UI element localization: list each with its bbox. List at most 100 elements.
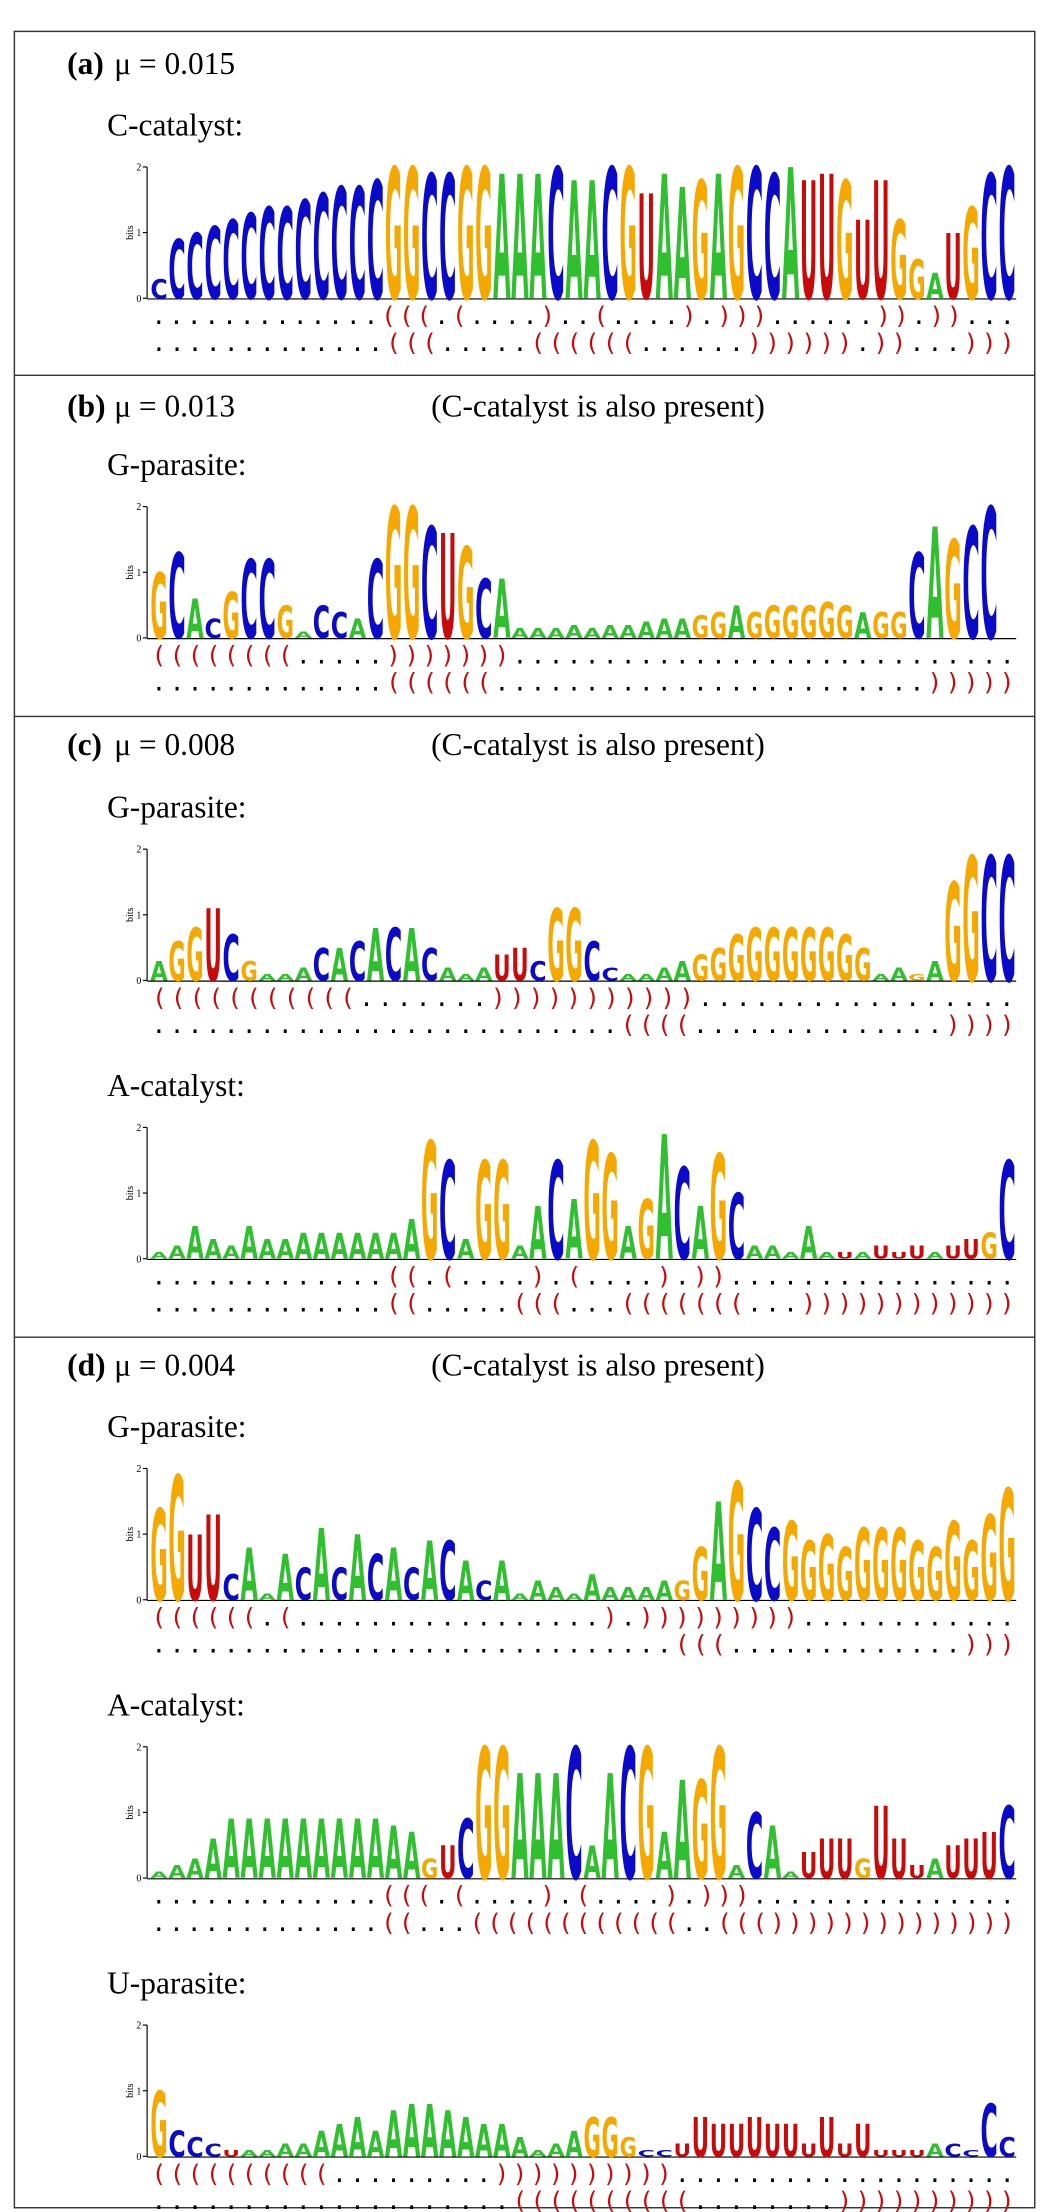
logo-letter: U [692, 2107, 709, 2170]
structure-char: . [964, 641, 979, 670]
structure-char: . [350, 668, 365, 697]
structure-char: ( [399, 1908, 414, 1937]
structure-char: . [675, 328, 690, 357]
logo-letter: G [782, 1500, 799, 1625]
structure-char: ( [657, 1010, 672, 1039]
y-tick-label: 0 [136, 1595, 141, 1606]
logo-letter: G [493, 1712, 510, 1921]
structure-char: . [874, 641, 889, 670]
y-tick-label: 2 [136, 1123, 141, 1134]
logo-letter: C [349, 931, 366, 994]
structure-char: . [458, 2186, 473, 2212]
logo-letter: C [999, 132, 1016, 341]
structure-char: . [477, 1261, 492, 1290]
logo-letter: A [150, 1870, 167, 1880]
structure-char: ( [531, 328, 546, 357]
structure-char: . [350, 2159, 365, 2188]
structure-char: . [982, 1261, 997, 1290]
structure-char: ) [735, 301, 750, 330]
structure-char: . [260, 328, 275, 357]
structure-char: . [894, 1881, 909, 1910]
structure-char: . [856, 1010, 871, 1039]
structure-char: . [188, 1261, 203, 1290]
structure-char: ) [947, 301, 962, 330]
logo-letter: C [295, 1558, 312, 1610]
logo-letter: G [710, 1712, 727, 1921]
structure-char: ) [422, 641, 437, 670]
structure-char: ( [611, 1908, 626, 1937]
structure-char: . [892, 1630, 907, 1659]
structure-char: . [910, 1602, 925, 1631]
structure-char: ( [621, 2186, 636, 2212]
logo-letter: A [349, 1225, 366, 1267]
structure-char: . [837, 1010, 852, 1039]
logo-letter: A [457, 1550, 474, 1613]
structure-char: . [458, 1289, 473, 1318]
structure-char: . [422, 2186, 437, 2212]
logo-letter: G [638, 1184, 655, 1278]
structure-char: ( [152, 1602, 167, 1631]
logo-letter: C [764, 141, 781, 340]
structure-char: ( [284, 983, 299, 1012]
structure-char: . [278, 1261, 293, 1290]
structure-char: . [806, 301, 821, 330]
structure-char: ) [982, 1010, 997, 1039]
mu-value: μ = 0.015 [114, 46, 235, 81]
logo-letter: A [565, 1591, 582, 1601]
logo-letter: G [908, 972, 925, 982]
logo-letter: G [818, 1517, 835, 1622]
structure-char: . [621, 1630, 636, 1659]
logo-letter: C [168, 2123, 185, 2165]
structure-char: . [188, 1630, 203, 1659]
logo-letter: C [367, 538, 384, 663]
structure-char: . [513, 641, 528, 670]
structure-char: . [404, 2186, 419, 2212]
structure-char: . [910, 2159, 925, 2188]
y-tick-label: 1 [136, 2086, 141, 2097]
logo-letter: U [186, 1517, 203, 1622]
logo-letter: U [204, 1491, 221, 1627]
structure-char: . [567, 1602, 582, 1631]
structure-char: ( [576, 1881, 591, 1910]
logo-letter: A [547, 1583, 564, 1604]
logo-letter: C [547, 1133, 564, 1290]
structure-char: . [819, 2159, 834, 2188]
logo-letter: G [818, 593, 835, 650]
logo-letter: A [295, 2140, 312, 2161]
structure-char: . [314, 2186, 329, 2212]
structure-char: . [311, 1908, 326, 1937]
structure-char: . [364, 1881, 379, 1910]
structure-char: . [729, 668, 744, 697]
structure-char: . [783, 1630, 798, 1659]
structure-char: . [260, 1289, 275, 1318]
structure-char: . [981, 983, 996, 1012]
structure-char: . [783, 1010, 798, 1039]
logo-letter: A [277, 972, 294, 982]
structure-char: ( [440, 668, 455, 697]
structure-char: . [314, 1289, 329, 1318]
structure-char: . [206, 2186, 221, 2212]
logo-letter: A [565, 1184, 582, 1278]
logo-letter: A [475, 964, 492, 985]
logo-letter: C [746, 1795, 763, 1900]
structure-char: . [169, 1881, 184, 1910]
logo-letter: G [999, 1458, 1016, 1636]
structure-char: . [910, 641, 925, 670]
structure-char: ( [567, 2186, 582, 2212]
structure-char: ( [639, 1010, 654, 1039]
structure-char: ) [540, 301, 555, 330]
structure-char: . [296, 668, 311, 697]
logo-letter: U [439, 1836, 456, 1888]
logo-letter: A [818, 1250, 835, 1260]
logo-letter: G [800, 1525, 817, 1619]
structure-char: . [458, 1010, 473, 1039]
structure-char: ) [679, 983, 694, 1012]
structure-char: . [314, 1630, 329, 1659]
structure-char: ) [717, 301, 732, 330]
structure-char: . [495, 1630, 510, 1659]
logo-letter: A [529, 2148, 546, 2158]
structure-char: . [188, 328, 203, 357]
structure-char: ) [929, 1908, 944, 1937]
logo-letter: A [583, 148, 600, 337]
structure-char: . [892, 668, 907, 697]
